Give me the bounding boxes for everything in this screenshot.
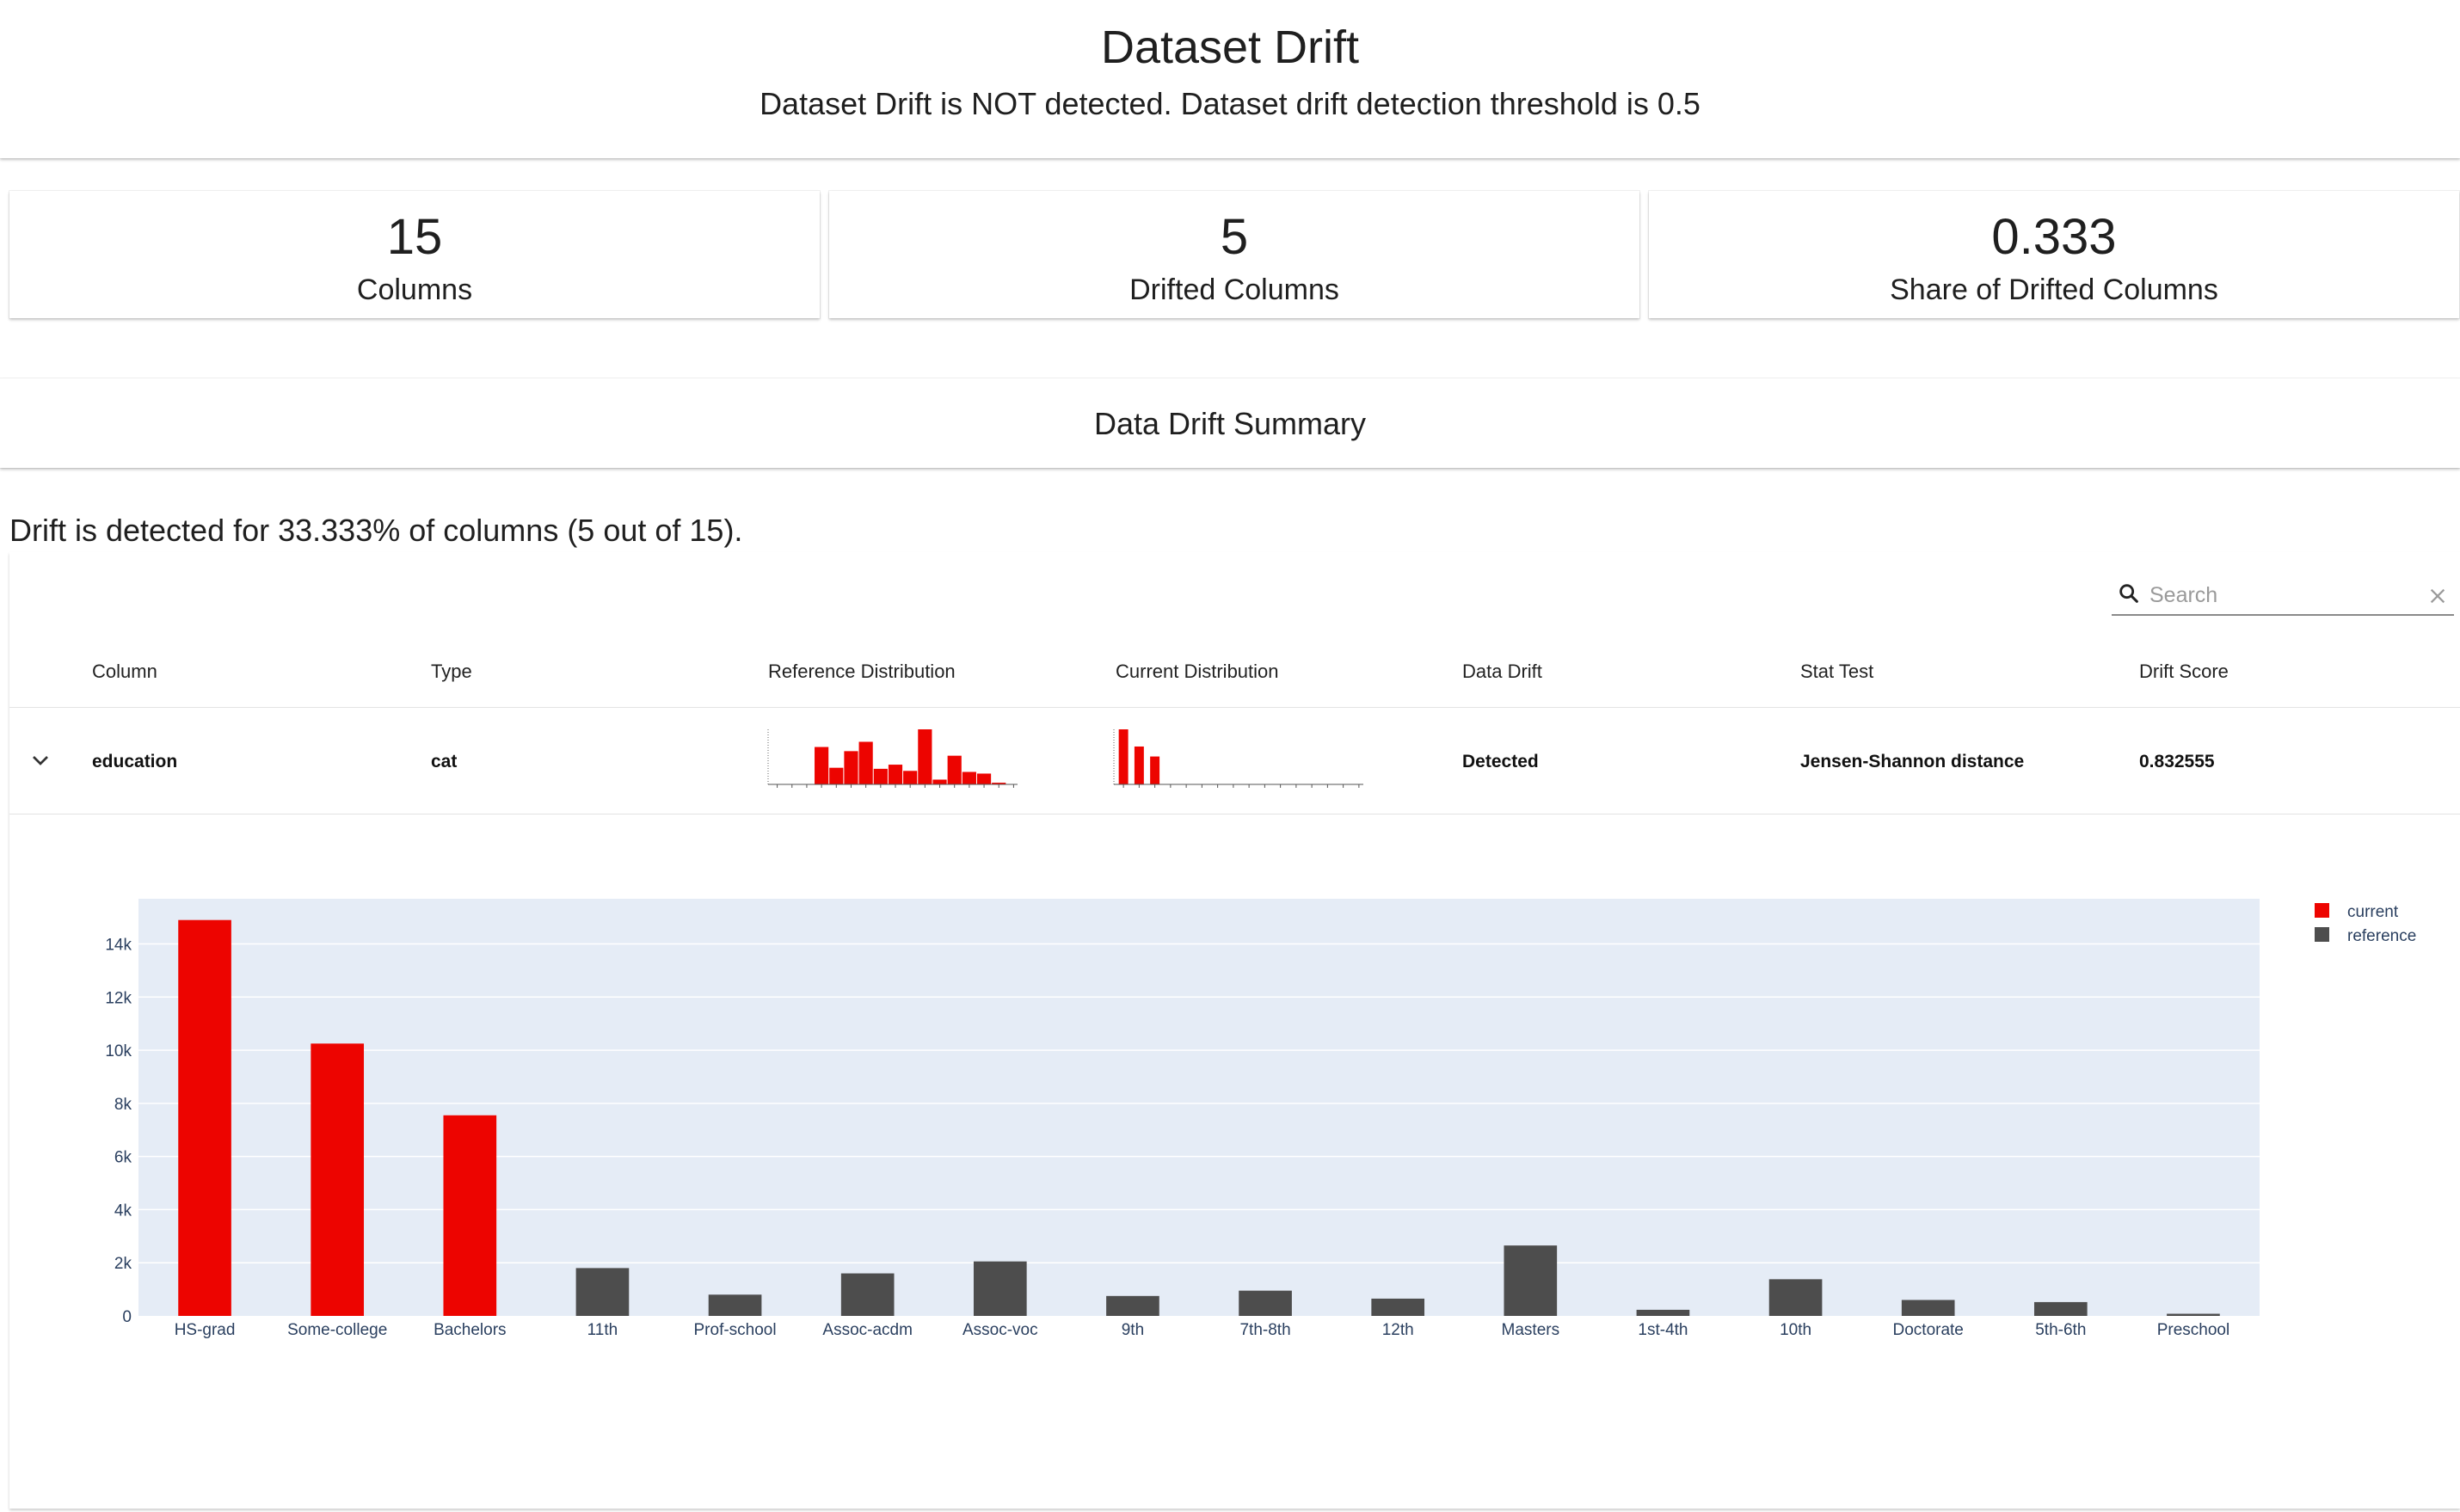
x-tick-label: Doctorate: [1893, 1321, 1964, 1339]
bar-reference[interactable]: [1504, 1245, 1558, 1316]
x-tick-label: Assoc-voc: [962, 1321, 1038, 1339]
y-tick-label: 4k: [114, 1202, 132, 1220]
bar-reference[interactable]: [1636, 1309, 1690, 1316]
cell-column: education: [92, 752, 178, 771]
counter-columns: 15 Columns: [9, 191, 820, 318]
drift-table: Column Type Reference Distribution Curre…: [9, 552, 2460, 1509]
y-tick-label: 0: [122, 1308, 132, 1326]
spark-bar: [976, 773, 992, 784]
spark-bar: [962, 771, 976, 784]
bar-reference[interactable]: [1901, 1300, 1955, 1316]
spark-bar: [918, 729, 932, 784]
x-tick-label: Some-college: [287, 1321, 387, 1339]
counter-label: Share of Drifted Columns: [1890, 274, 2218, 306]
column-header-reference-distribution[interactable]: Reference Distribution: [768, 661, 956, 682]
bar-current[interactable]: [311, 1043, 365, 1316]
column-header-drift-score[interactable]: Drift Score: [2139, 661, 2229, 682]
column-header-stat-test[interactable]: Stat Test: [1800, 661, 1874, 682]
legend-swatch-reference[interactable]: [2315, 927, 2329, 942]
bar-reference[interactable]: [1768, 1279, 1823, 1316]
summary-title: Data Drift Summary: [1093, 406, 1367, 441]
legend-label-reference[interactable]: reference: [2347, 927, 2416, 945]
y-tick-label: 10k: [105, 1042, 132, 1060]
bar-reference[interactable]: [1371, 1298, 1425, 1316]
spark-bar: [1150, 756, 1160, 784]
bar-reference[interactable]: [973, 1261, 1027, 1316]
y-tick-label: 12k: [105, 989, 132, 1007]
spark-bar: [888, 765, 903, 784]
x-tick-label: HS-grad: [175, 1321, 236, 1339]
spark-bar: [947, 755, 962, 784]
cell-drift-score: 0.832555: [2139, 752, 2215, 771]
spark-bar: [932, 779, 947, 784]
y-tick-label: 8k: [114, 1096, 132, 1114]
x-tick-label: 7th-8th: [1239, 1321, 1290, 1339]
y-tick-label: 6k: [114, 1149, 132, 1167]
search-input[interactable]: [2148, 578, 2418, 612]
bar-reference[interactable]: [1239, 1290, 1292, 1316]
bar-reference[interactable]: [840, 1273, 895, 1316]
cell-data-drift: Detected: [1462, 752, 1539, 771]
column-header-current-distribution[interactable]: Current Distribution: [1116, 661, 1279, 682]
spark-bar: [829, 767, 844, 784]
x-tick-label: 1st-4th: [1638, 1321, 1688, 1339]
bar-reference[interactable]: [575, 1268, 630, 1316]
cell-type: cat: [431, 752, 458, 771]
counter-label: Drifted Columns: [1129, 274, 1339, 306]
drift-summary-text: Drift is detected for 33.333% of columns…: [9, 513, 743, 548]
x-tick-label: Assoc-acdm: [822, 1321, 913, 1339]
counter-drifted-columns: 5 Drifted Columns: [829, 191, 1639, 318]
spark-bar: [1118, 729, 1129, 784]
dataset-drift-header: Dataset Drift Dataset Drift is NOT detec…: [0, 0, 2460, 158]
chevron-down-icon[interactable]: [27, 747, 54, 774]
column-header-type[interactable]: Type: [431, 661, 472, 682]
y-tick-label: 14k: [105, 937, 132, 955]
column-header-column[interactable]: Column: [92, 661, 157, 682]
current-distribution-sparkline: [1113, 729, 1363, 788]
spark-bar: [858, 741, 873, 784]
x-tick-label: 11th: [587, 1321, 618, 1339]
x-tick-label: 5th-6th: [2035, 1321, 2086, 1339]
counter-value: 5: [1220, 209, 1249, 265]
legend-label-current[interactable]: current: [2347, 903, 2399, 921]
x-tick-label: 12th: [1382, 1321, 1414, 1339]
column-header-data-drift[interactable]: Data Drift: [1462, 661, 1542, 682]
page-title: Dataset Drift: [1100, 22, 1360, 73]
counter-share-drifted: 0.333 Share of Drifted Columns: [1649, 191, 2459, 318]
cell-stat-test: Jensen-Shannon distance: [1800, 752, 2025, 771]
counter-label: Columns: [356, 274, 473, 306]
spark-bar: [992, 783, 1006, 784]
x-tick-label: Preschool: [2157, 1321, 2230, 1339]
x-tick-label: Masters: [1502, 1321, 1560, 1339]
education-distribution-chart: 0 2k 4k 6k 8k 10k 12k 14k HS-grad Some-college Bac…: [105, 899, 2416, 1339]
search-icon: [2119, 584, 2138, 603]
x-tick-label: Bachelors: [434, 1321, 507, 1339]
counter-value: 0.333: [1991, 209, 2117, 265]
summary-header: Data Drift Summary: [0, 378, 2460, 468]
bar-reference[interactable]: [2033, 1301, 2088, 1316]
x-tick-label: 10th: [1780, 1321, 1811, 1339]
bar-current[interactable]: [178, 919, 231, 1316]
x-tick-label: Prof-school: [694, 1321, 777, 1339]
header-divider: [9, 707, 2460, 708]
spark-bar: [873, 768, 888, 784]
bar-current[interactable]: [443, 1115, 497, 1316]
spark-bar: [1134, 746, 1144, 784]
bar-reference[interactable]: [708, 1294, 762, 1316]
page-subtitle: Dataset Drift is NOT detected. Dataset d…: [760, 86, 1700, 121]
bar-reference[interactable]: [1106, 1295, 1159, 1316]
spark-bar: [844, 751, 858, 784]
spark-bar: [903, 771, 918, 784]
y-tick-label: 2k: [114, 1255, 132, 1273]
bar-reference[interactable]: [2167, 1313, 2220, 1316]
close-icon[interactable]: [2428, 587, 2447, 605]
x-tick-label: 9th: [1122, 1321, 1144, 1339]
legend-swatch-current[interactable]: [2315, 903, 2329, 918]
spark-bar: [815, 747, 829, 784]
counter-value: 15: [386, 209, 443, 265]
search-box: [2112, 578, 2454, 616]
reference-distribution-sparkline: [767, 729, 1018, 788]
